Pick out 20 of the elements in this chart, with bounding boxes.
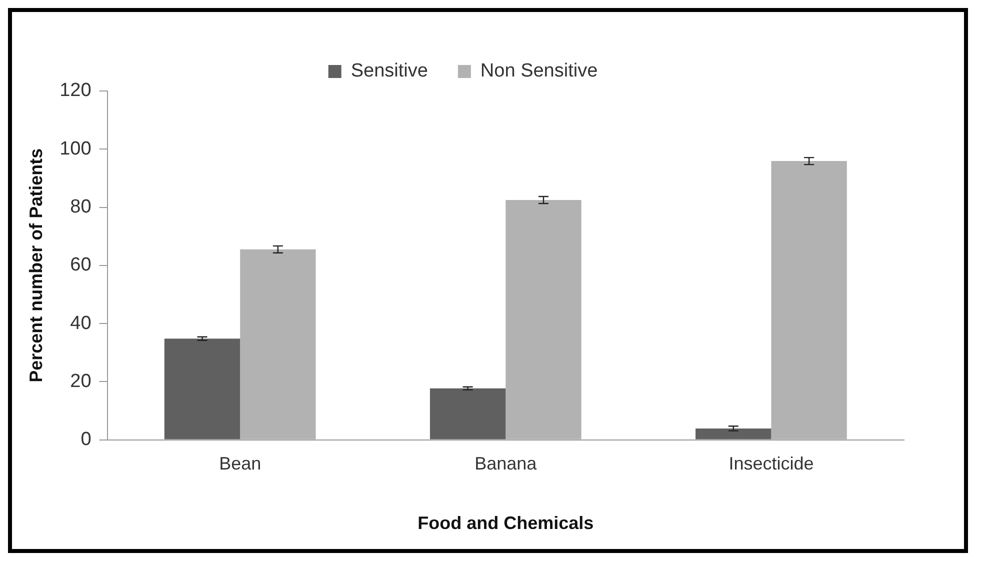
x-axis-title: Food and Chemicals xyxy=(418,513,594,534)
bar xyxy=(164,338,240,440)
bar xyxy=(696,428,772,440)
legend-label: Non Sensitive xyxy=(480,60,598,82)
x-tick-label: Insecticide xyxy=(728,454,814,474)
y-tick-label: 80 xyxy=(70,196,92,218)
y-tick-label: 0 xyxy=(80,429,92,450)
legend-label: Sensitive xyxy=(350,60,428,82)
bar xyxy=(771,161,847,440)
bar xyxy=(430,388,506,440)
bar xyxy=(240,249,316,440)
x-tick-label: Bean xyxy=(219,454,262,474)
x-tick-label: Banana xyxy=(474,454,538,474)
bar xyxy=(506,200,582,440)
y-tick-label: 20 xyxy=(70,370,92,392)
y-tick-label: 60 xyxy=(70,254,92,276)
y-tick-label: 120 xyxy=(60,80,92,102)
y-tick-label: 40 xyxy=(70,312,92,334)
y-axis-title: Percent number of Patients xyxy=(26,148,46,382)
y-tick-label: 100 xyxy=(60,138,92,160)
